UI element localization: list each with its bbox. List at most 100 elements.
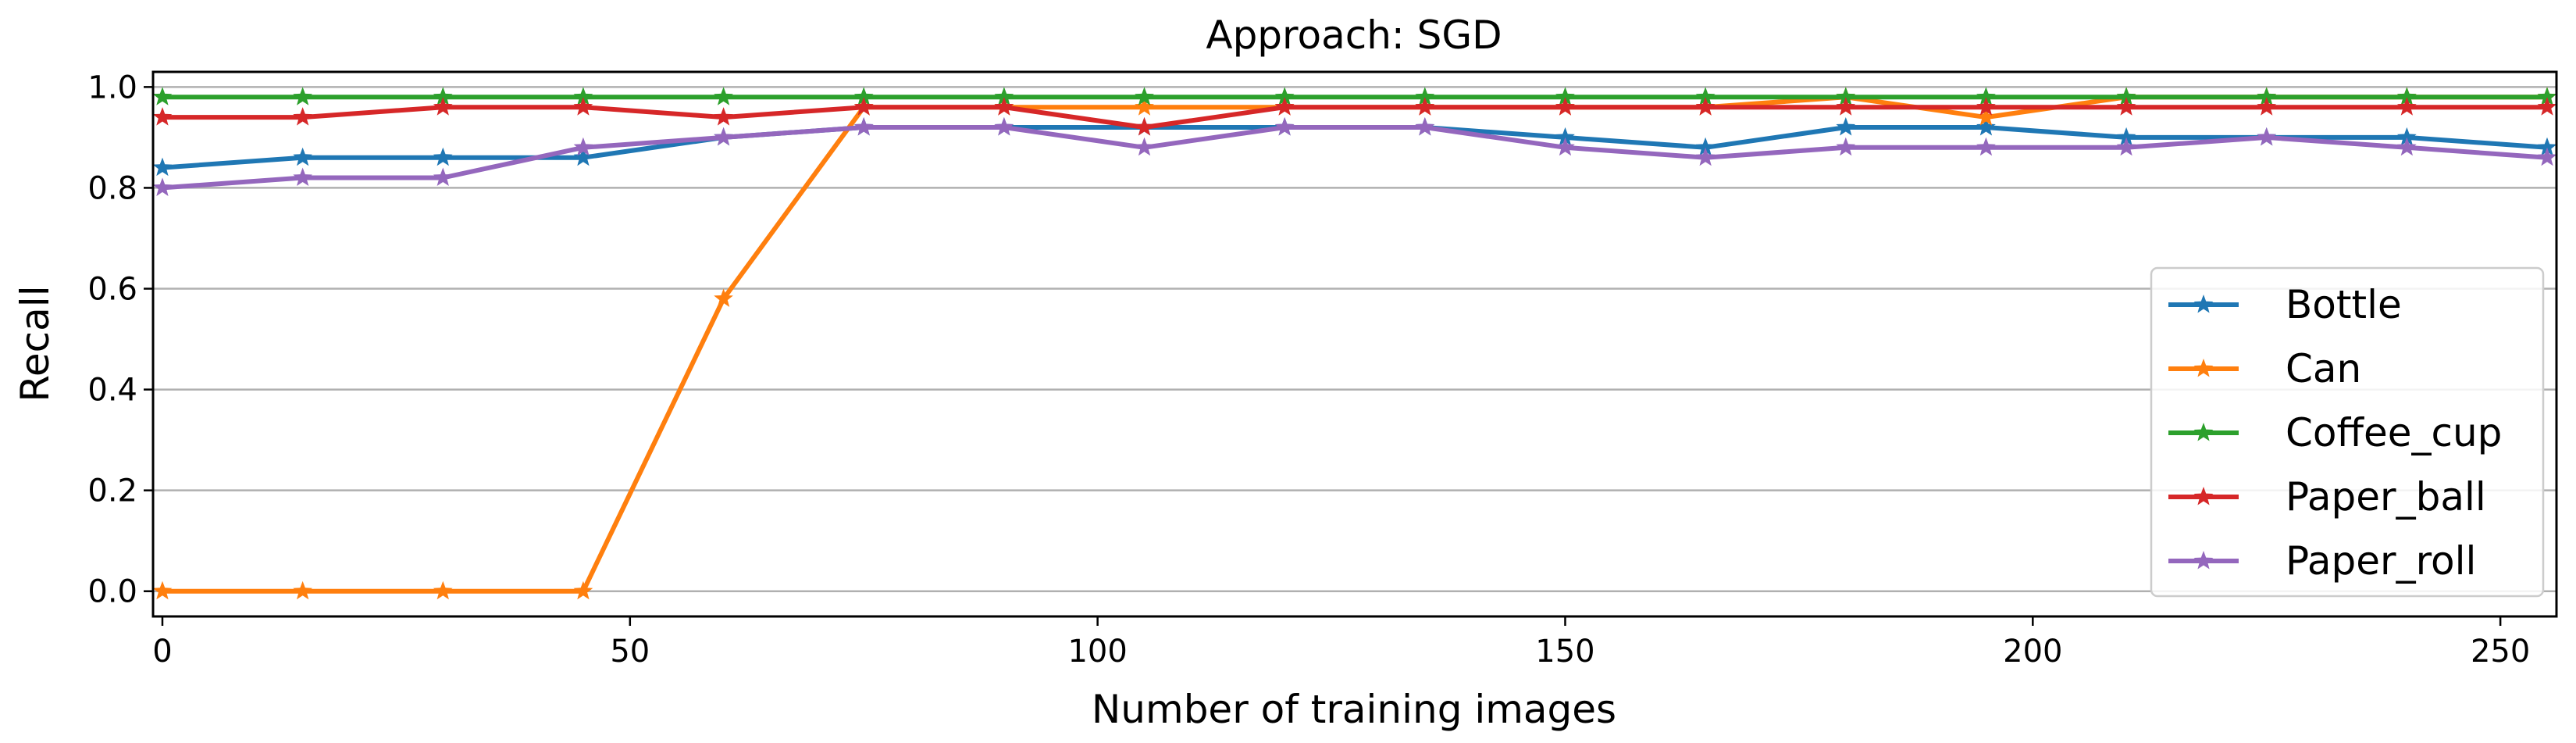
series-line-paper-ball [162,105,2547,130]
x-tick-label: 200 [2003,634,2062,670]
data-point-coffee-cup [2397,87,2417,105]
data-point-bottle [293,147,312,166]
data-point-paper-roll [1555,137,1575,156]
data-point-paper-ball [2116,97,2136,116]
data-point-coffee-cup [152,87,173,105]
series-paper-roll [152,117,2557,196]
y-tick-label: 0.0 [87,574,137,610]
chart-title: Approach: SGD [1206,13,1502,58]
data-point-coffee-cup [714,87,733,105]
series-group [152,87,2557,600]
data-point-paper-roll [2257,127,2277,146]
data-point-can [433,580,453,600]
data-point-can [714,288,733,307]
data-point-paper-roll [1695,147,1716,166]
x-tick-label: 0 [152,634,172,670]
y-tick-label: 0.8 [87,170,137,206]
data-point-coffee-cup [433,87,453,105]
y-tick-label: 0.4 [87,373,137,409]
data-point-paper-roll [994,117,1014,136]
data-point-paper-roll [152,177,173,196]
data-point-paper-roll [293,167,312,186]
legend-item-bottle: Bottle [2168,282,2402,327]
y-tick-label: 0.6 [87,272,137,308]
data-point-coffee-cup [1415,87,1435,105]
legend-item-coffee-cup: Coffee_cup [2168,410,2502,455]
data-point-bottle [2116,127,2136,146]
data-point-paper-roll [2537,147,2557,166]
data-point-paper-roll [1976,137,1996,156]
data-point-paper-roll [1135,137,1154,156]
data-point-paper-ball [1976,97,1996,116]
data-point-paper-ball [573,97,593,116]
data-point-coffee-cup [853,87,874,105]
data-point-paper-roll [1836,137,1856,156]
data-point-coffee-cup [1555,87,1575,105]
data-point-can [573,580,593,600]
x-tick-label: 150 [1535,634,1594,670]
data-point-paper-roll [2116,137,2136,156]
data-point-paper-roll [2397,137,2417,156]
legend-item-paper-ball: Paper_ball [2168,474,2486,520]
data-point-bottle [1976,117,1996,136]
legend-label: Bottle [2286,282,2402,327]
legend-label: Coffee_cup [2286,410,2502,455]
legend-box [2150,266,2545,598]
data-point-paper-ball [1415,97,1435,116]
data-point-coffee-cup [994,87,1014,105]
data-point-paper-ball [1836,97,1856,116]
data-point-paper-ball [152,107,173,126]
series-line-paper-roll [162,125,2548,191]
legend-marker [2193,295,2214,313]
x-tick-label: 100 [1067,634,1127,670]
data-point-paper-ball [1555,97,1575,116]
data-point-can [1976,107,1996,126]
data-point-coffee-cup [293,87,312,105]
x-tick-label: 50 [610,634,650,670]
data-point-paper-ball [293,107,312,126]
data-point-paper-roll [1274,117,1295,136]
data-point-bottle [2397,127,2417,146]
legend-item-can: Can [2168,346,2361,391]
data-point-bottle [573,147,593,166]
legend-marker [2193,359,2214,377]
data-point-bottle [1555,127,1575,146]
legend-marker [2193,551,2214,570]
data-point-can [152,580,173,600]
data-point-coffee-cup [1695,87,1716,105]
y-axis: 0.0 0.2 0.4 0.6 0.8 1.0 [87,70,153,610]
data-point-paper-roll [1415,117,1435,136]
data-point-can [293,580,312,600]
data-point-paper-roll [573,137,593,156]
data-point-coffee-cup [1135,87,1154,105]
y-tick-label: 1.0 [87,70,137,105]
x-axis: 0 50 100 150 200 250 [152,616,2530,670]
x-tick-label: 250 [2471,634,2530,670]
data-point-paper-ball [2397,97,2417,116]
data-point-paper-ball [714,107,733,126]
data-point-paper-ball [433,97,453,116]
data-point-coffee-cup [1836,87,1856,105]
legend-label: Paper_roll [2286,538,2476,584]
data-point-paper-roll [433,167,453,186]
data-point-paper-ball [1135,117,1154,136]
legend-item-paper-roll: Paper_roll [2168,538,2476,584]
data-point-paper-ball [994,97,1014,116]
legend-marker [2193,423,2214,441]
data-point-paper-roll [714,127,733,146]
y-tick-label: 0.2 [87,473,137,509]
series-paper-ball [152,97,2557,136]
data-point-coffee-cup [573,87,593,105]
data-point-can [1135,97,1154,116]
data-point-coffee-cup [1976,87,1996,105]
legend: Bottle Can Coffee_cup Paper_ball Paper_roll [2150,266,2545,598]
data-point-coffee-cup [1274,87,1295,105]
data-point-bottle [2537,137,2557,156]
data-point-paper-roll [853,117,874,136]
series-coffee-cup [152,87,2557,105]
data-point-bottle [152,157,173,177]
data-point-coffee-cup [2257,87,2277,105]
data-point-paper-ball [1274,97,1295,116]
legend-marker [2193,487,2214,505]
